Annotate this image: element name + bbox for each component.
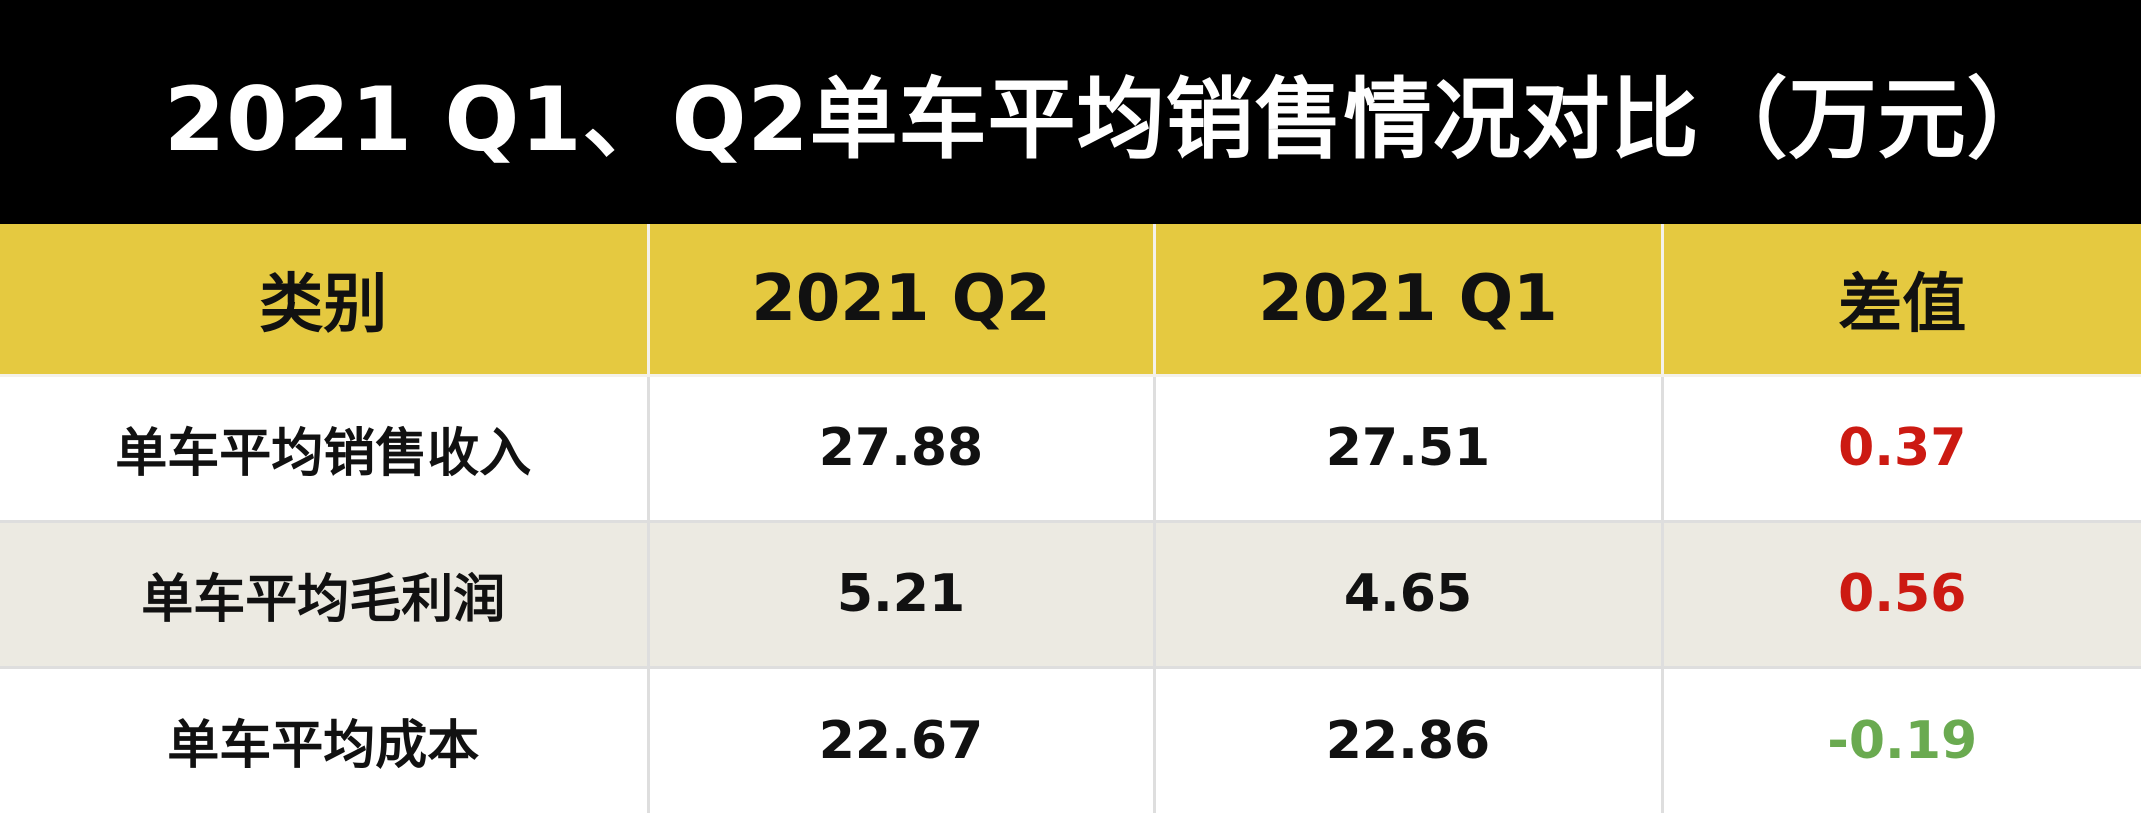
difference-value-cell: -0.19 [1660, 665, 2141, 813]
row-category-cell: 单车平均销售收入 [0, 373, 650, 523]
row-category-cell: 单车平均成本 [0, 665, 650, 813]
column-header-2021-q1: 2021 Q1 [1152, 224, 1664, 377]
q1-value-cell: 27.51 [1152, 373, 1664, 523]
chart-title: 2021 Q1、Q2单车平均销售情况对比（万元） [164, 67, 2056, 171]
data-table: 类别 2021 Q2 2021 Q1 差值 单车平均销售收入 27.88 27.… [0, 224, 2141, 813]
row-category-cell: 单车平均毛利润 [0, 519, 650, 669]
header-row: 类别 2021 Q2 2021 Q1 差值 [0, 224, 2141, 377]
difference-value-cell: 0.37 [1660, 373, 2141, 523]
difference-value-cell: 0.56 [1660, 519, 2141, 669]
q2-value-cell: 27.88 [646, 373, 1156, 523]
column-header-category: 类别 [0, 224, 650, 377]
q2-value-cell: 22.67 [646, 665, 1156, 813]
table-row: 单车平均销售收入 27.88 27.51 0.37 [0, 373, 2141, 523]
q1-value-cell: 4.65 [1152, 519, 1664, 669]
q1-value-cell: 22.86 [1152, 665, 1664, 813]
title-bar: 2021 Q1、Q2单车平均销售情况对比（万元） [0, 0, 2141, 224]
q2-value-cell: 5.21 [646, 519, 1156, 669]
table-row: 单车平均毛利润 5.21 4.65 0.56 [0, 519, 2141, 669]
column-header-2021-q2: 2021 Q2 [646, 224, 1156, 377]
column-header-difference: 差值 [1660, 224, 2141, 377]
table-row: 单车平均成本 22.67 22.86 -0.19 [0, 665, 2141, 813]
